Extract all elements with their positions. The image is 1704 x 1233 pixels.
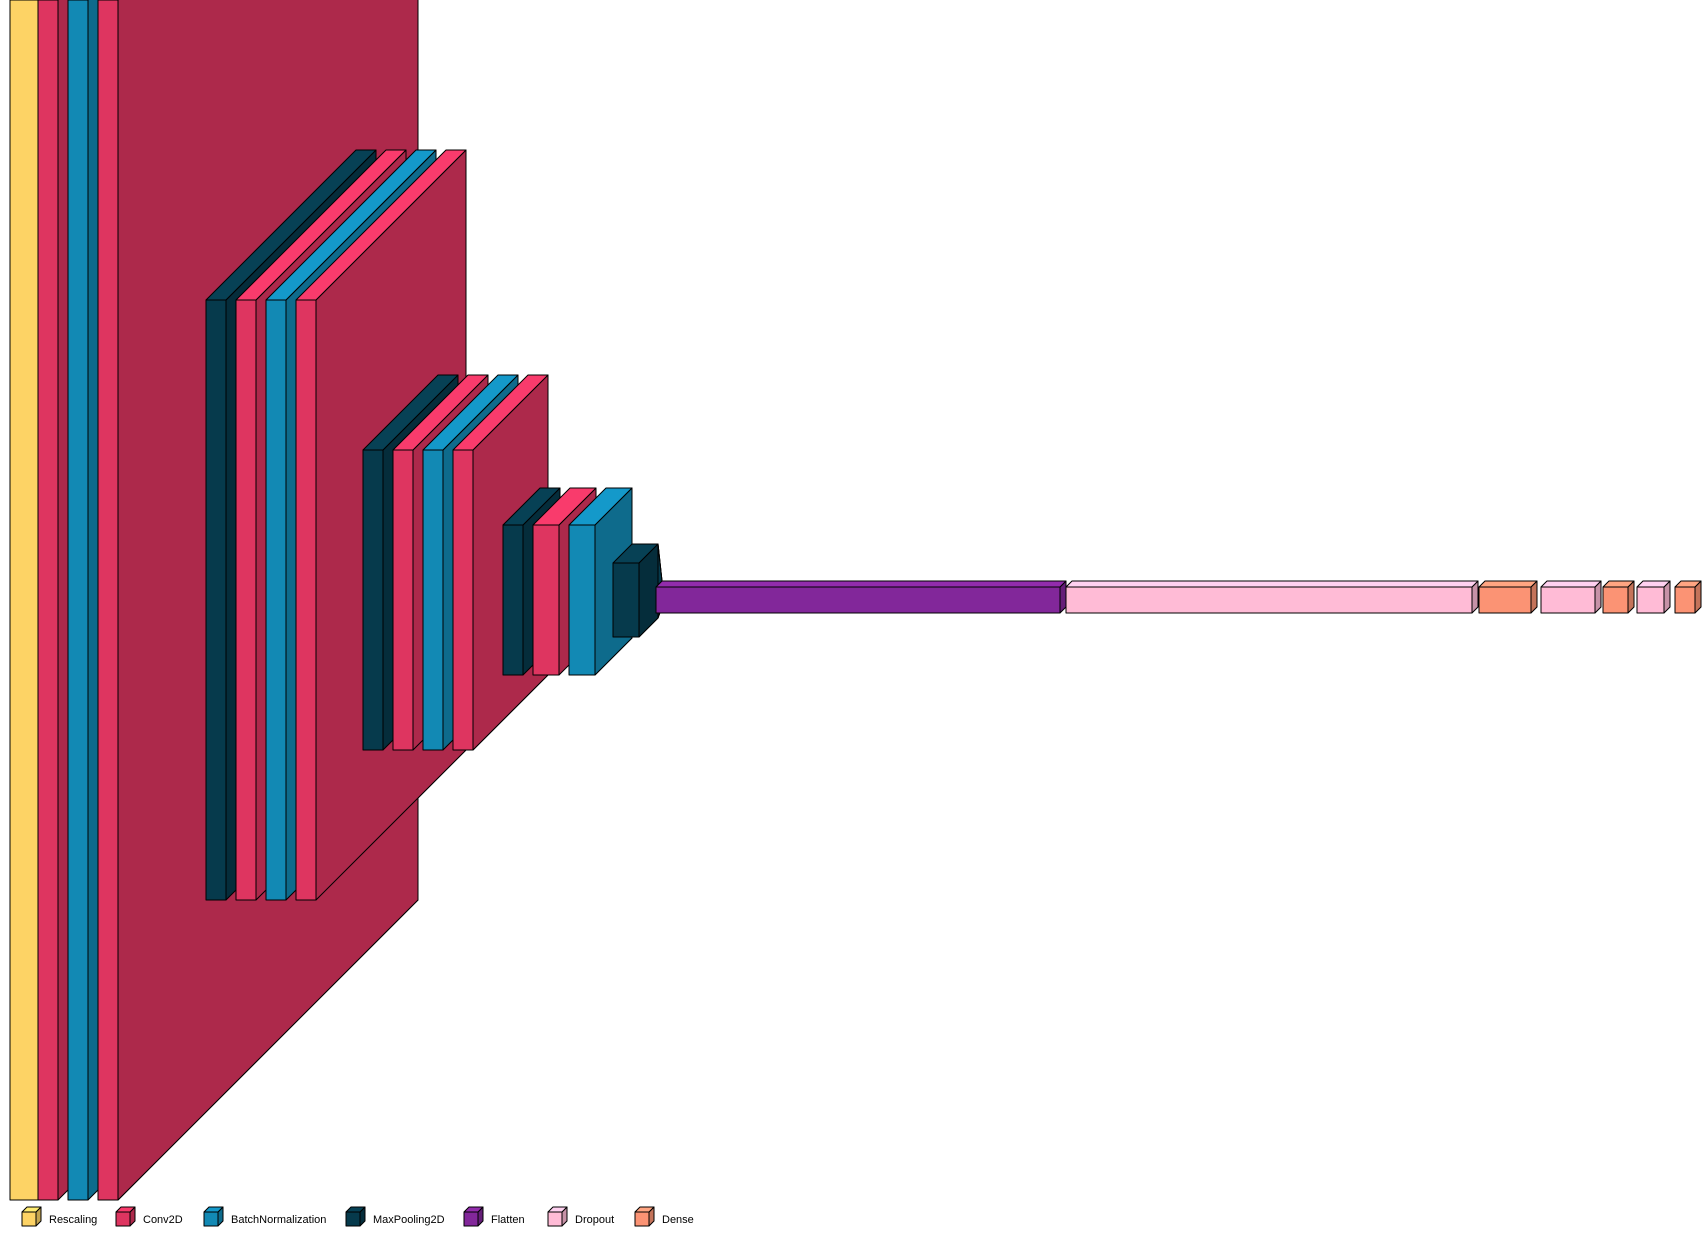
layer-dropout [1540, 580, 1602, 614]
legend-cube-front [345, 1211, 361, 1227]
layer-dense [1674, 580, 1702, 614]
layer-front-face [9, 0, 39, 1201]
layer-front-face [1674, 586, 1696, 614]
flatten-cube-icon [463, 1206, 484, 1227]
layer-front-face [1636, 586, 1665, 614]
layer-front-face [452, 449, 474, 751]
layer-front-face [1065, 586, 1473, 614]
layer-front-face [422, 449, 444, 751]
layer-front-face [502, 524, 524, 676]
layer-front-face [568, 524, 596, 676]
legend-item: Conv2D [115, 1206, 183, 1227]
layer-front-face [205, 299, 227, 901]
layer-stack [9, 0, 1702, 1201]
legend: Rescaling Conv2D BatchNormalization MaxPool… [21, 1206, 694, 1227]
layer-front-face [265, 299, 287, 901]
legend-cube-front [463, 1211, 479, 1227]
legend-item: BatchNormalization [203, 1206, 326, 1227]
batchnorm-cube-icon [203, 1206, 224, 1227]
layer-dropout [1065, 580, 1479, 614]
layer-front-face [392, 449, 414, 751]
legend-item: Dropout [547, 1206, 614, 1227]
conv2d-cube-icon [115, 1206, 136, 1227]
layer-front-face [67, 0, 89, 1201]
legend-cube-front [115, 1211, 131, 1227]
funnel-edge [657, 543, 663, 582]
legend-label: Flatten [491, 1214, 525, 1226]
legend-label: Conv2D [143, 1214, 183, 1226]
layer-dense [1602, 580, 1635, 614]
layer-top-face [1065, 580, 1479, 588]
legend-cube-front [634, 1211, 650, 1227]
dense-cube-icon [634, 1206, 655, 1227]
layer-front-face [1478, 586, 1532, 614]
layer-dropout [1636, 580, 1671, 614]
layer-top-face [1540, 580, 1602, 588]
legend-label: Dense [662, 1214, 694, 1226]
layer-top-face [1636, 580, 1671, 588]
layer-front-face [1602, 586, 1629, 614]
layer-front-face [1540, 586, 1596, 614]
layer-front-face [612, 562, 640, 638]
legend-cube-front [203, 1211, 219, 1227]
rescaling-cube-icon [21, 1206, 42, 1227]
legend-label: MaxPooling2D [373, 1214, 445, 1226]
dropout-cube-icon [547, 1206, 568, 1227]
layer-dense [1478, 580, 1538, 614]
layer-top-face [1602, 580, 1635, 588]
layer-front-face [532, 524, 560, 676]
legend-cube-front [21, 1211, 37, 1227]
maxpool-cube-icon [345, 1206, 366, 1227]
layer-top-face [655, 580, 1067, 588]
legend-item: Rescaling [21, 1206, 97, 1227]
layer-front-face [97, 0, 119, 1201]
layer-front-face [655, 586, 1061, 614]
legend-item: MaxPooling2D [345, 1206, 445, 1227]
legend-label: BatchNormalization [231, 1214, 326, 1226]
layer-top-face [1478, 580, 1538, 588]
legend-item: Flatten [463, 1206, 525, 1227]
legend-label: Rescaling [49, 1214, 97, 1226]
layer-front-face [362, 449, 384, 751]
legend-cube-front [547, 1211, 563, 1227]
layer-front-face [295, 299, 317, 901]
layer-front-face [37, 0, 59, 1201]
layer-flatten [655, 580, 1067, 614]
layer-pool [612, 543, 659, 638]
legend-label: Dropout [575, 1214, 614, 1226]
legend-item: Dense [634, 1206, 694, 1227]
layer-front-face [235, 299, 257, 901]
